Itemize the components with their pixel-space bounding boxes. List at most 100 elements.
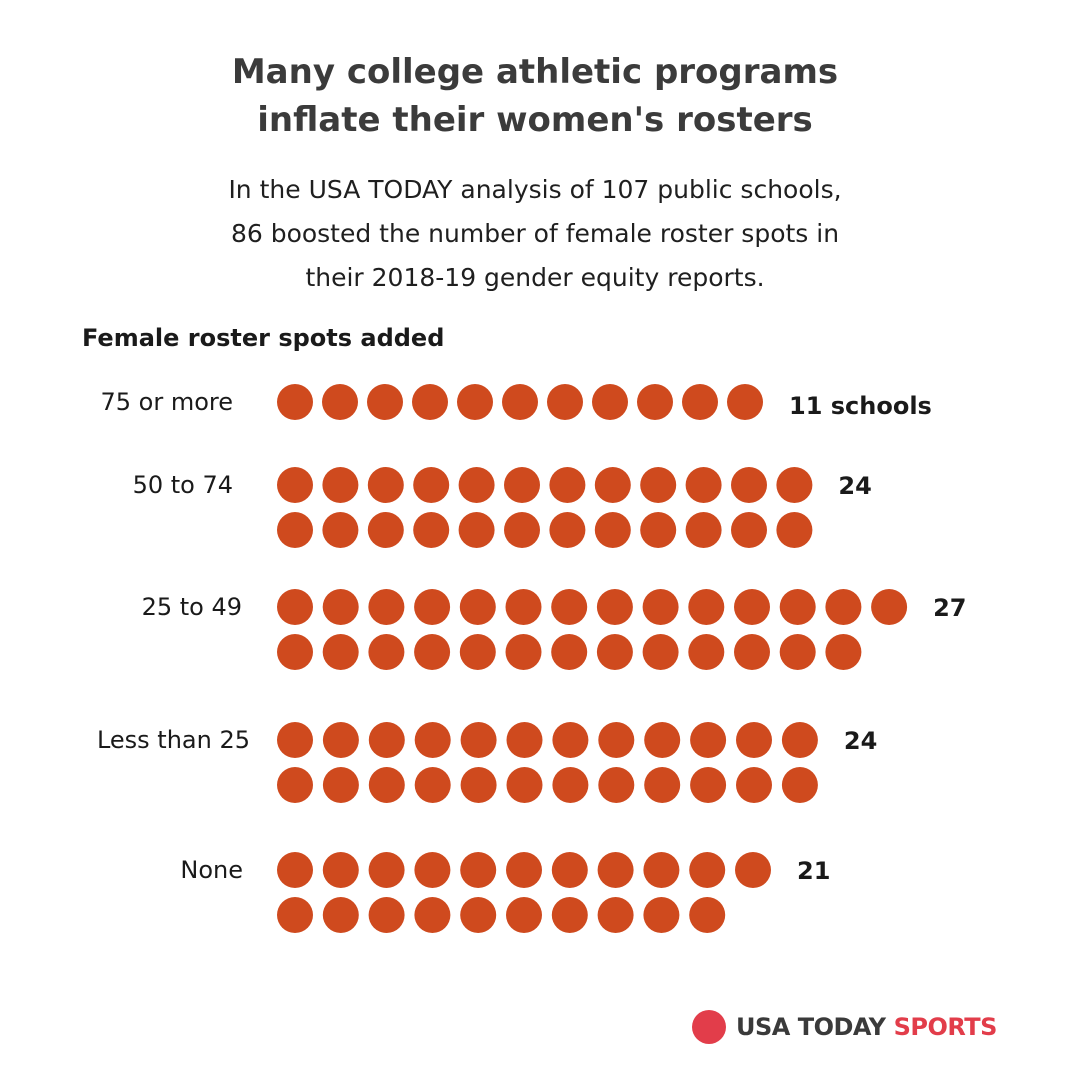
category-axis-title: Female roster spots added bbox=[82, 324, 445, 352]
school-dot bbox=[643, 897, 680, 933]
logo-usa-today-text: USA TODAY bbox=[736, 1013, 886, 1041]
school-dot bbox=[689, 852, 726, 888]
school-dot bbox=[779, 634, 816, 670]
school-dot bbox=[502, 384, 538, 420]
logo-sports-text: SPORTS bbox=[893, 1013, 998, 1041]
school-dot bbox=[277, 634, 313, 670]
school-dot bbox=[368, 852, 405, 888]
school-dot bbox=[367, 512, 404, 548]
school-dot bbox=[459, 634, 496, 670]
school-dot bbox=[551, 852, 588, 888]
school-dot bbox=[551, 634, 588, 670]
value-label: 24 bbox=[844, 727, 877, 755]
school-dot bbox=[644, 767, 681, 803]
category-label: None bbox=[180, 856, 243, 884]
school-dot bbox=[414, 897, 451, 933]
school-dot bbox=[552, 767, 589, 803]
school-dot bbox=[459, 589, 496, 625]
school-dot bbox=[685, 467, 722, 503]
school-dot bbox=[596, 634, 633, 670]
school-dot bbox=[685, 512, 722, 548]
school-dot bbox=[277, 384, 313, 420]
school-dot bbox=[776, 512, 813, 548]
school-dot bbox=[277, 467, 313, 503]
school-dot bbox=[549, 467, 586, 503]
school-dot bbox=[549, 512, 586, 548]
school-dot bbox=[322, 767, 359, 803]
school-dot bbox=[414, 634, 451, 670]
school-dot bbox=[322, 722, 359, 758]
school-dot bbox=[643, 852, 680, 888]
school-dot bbox=[460, 897, 497, 933]
school-dot bbox=[690, 767, 727, 803]
chart-subtitle-line-3: their 2018-19 gender equity reports. bbox=[305, 263, 765, 292]
school-dot bbox=[367, 467, 404, 503]
school-dot bbox=[734, 589, 770, 625]
school-dot bbox=[414, 852, 451, 888]
chart-subtitle: In the USA TODAY analysis of 107 public … bbox=[0, 168, 1070, 300]
school-dot bbox=[644, 722, 681, 758]
school-dot bbox=[551, 897, 588, 933]
school-dot bbox=[277, 897, 313, 933]
school-dot bbox=[414, 722, 451, 758]
school-dot bbox=[776, 467, 813, 503]
school-dot bbox=[367, 384, 403, 420]
school-dot bbox=[368, 897, 405, 933]
school-dot bbox=[413, 512, 450, 548]
school-dot bbox=[506, 722, 543, 758]
school-dot bbox=[594, 467, 631, 503]
school-dot bbox=[368, 767, 405, 803]
school-dot bbox=[505, 634, 542, 670]
chart-subtitle-line-2: 86 boosted the number of female roster s… bbox=[230, 219, 840, 248]
school-dot bbox=[640, 512, 677, 548]
school-dot bbox=[504, 512, 540, 548]
school-dot bbox=[731, 512, 767, 548]
value-label: 24 bbox=[838, 472, 871, 500]
chart-title: Many college athletic programs inflate t… bbox=[0, 48, 1070, 144]
school-dot bbox=[688, 634, 725, 670]
school-dot bbox=[736, 767, 772, 803]
school-dot bbox=[460, 767, 497, 803]
school-dot bbox=[368, 634, 405, 670]
school-dot bbox=[322, 589, 359, 625]
school-dot bbox=[551, 589, 588, 625]
school-dot bbox=[735, 852, 771, 888]
school-dot bbox=[322, 897, 359, 933]
school-dot bbox=[642, 589, 679, 625]
school-dot bbox=[736, 722, 772, 758]
school-dot bbox=[322, 512, 359, 548]
school-dot bbox=[727, 384, 763, 420]
school-dot bbox=[506, 852, 542, 888]
school-dot bbox=[592, 384, 628, 420]
school-dot bbox=[505, 589, 542, 625]
school-dot bbox=[731, 467, 767, 503]
value-label: 11 schools bbox=[789, 392, 932, 420]
school-dot bbox=[781, 767, 818, 803]
school-dot bbox=[277, 589, 313, 625]
school-dot bbox=[598, 767, 635, 803]
category-label: 50 to 74 bbox=[133, 471, 233, 499]
school-dot bbox=[552, 722, 589, 758]
school-dot bbox=[368, 722, 405, 758]
school-dot bbox=[690, 722, 727, 758]
usa-today-sports-logo: USA TODAY SPORTS bbox=[692, 1008, 997, 1046]
chart-title-line-2: inflate their women's rosters bbox=[257, 100, 813, 140]
school-dot bbox=[277, 767, 313, 803]
school-dot bbox=[779, 589, 816, 625]
school-dot bbox=[596, 589, 633, 625]
school-dot bbox=[597, 897, 634, 933]
school-dot bbox=[460, 722, 497, 758]
school-dot bbox=[322, 634, 359, 670]
category-label: 75 or more bbox=[100, 388, 233, 416]
school-dot bbox=[458, 467, 495, 503]
school-dot bbox=[457, 384, 493, 420]
school-dot bbox=[598, 722, 635, 758]
category-label: Less than 25 bbox=[97, 726, 250, 754]
school-dot bbox=[368, 589, 405, 625]
school-dot bbox=[322, 384, 358, 420]
school-dot bbox=[547, 384, 583, 420]
logo-dot-icon bbox=[692, 1010, 726, 1044]
school-dot bbox=[781, 722, 818, 758]
school-dot bbox=[504, 467, 540, 503]
